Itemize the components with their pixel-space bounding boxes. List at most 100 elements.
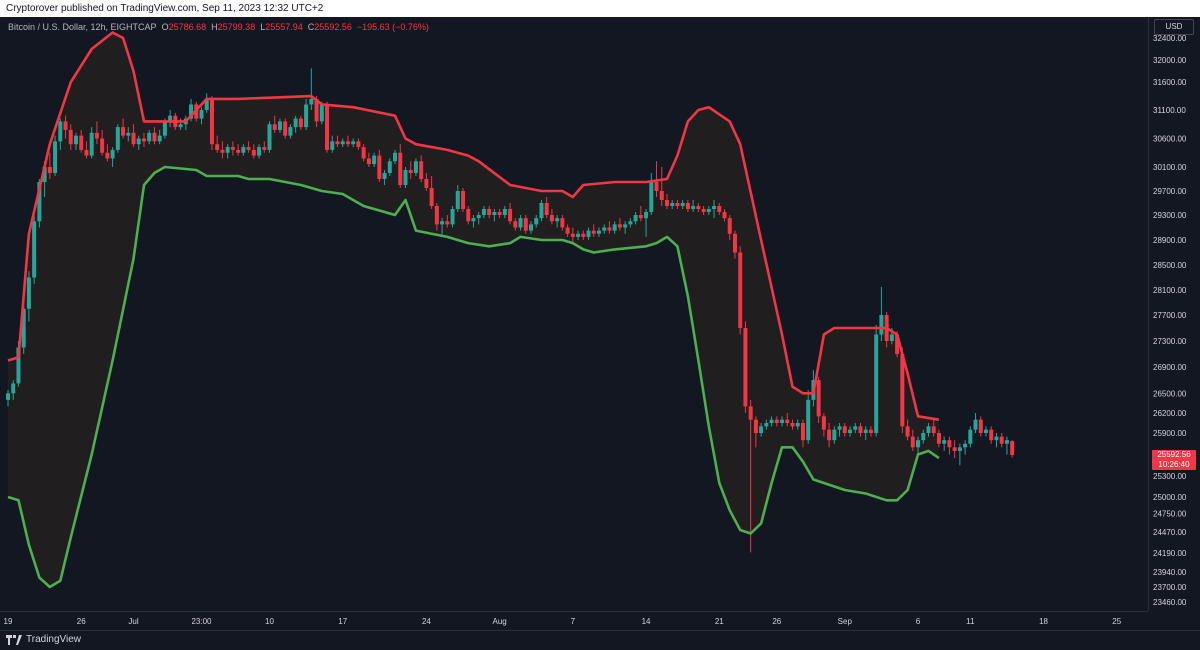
candle[interactable]	[79, 129, 84, 153]
candle[interactable]	[73, 132, 78, 150]
candle[interactable]	[257, 144, 262, 159]
candle[interactable]	[47, 152, 52, 179]
candle[interactable]	[529, 221, 533, 234]
candle[interactable]	[372, 152, 377, 167]
candle[interactable]	[712, 200, 717, 219]
candle[interactable]	[549, 209, 554, 225]
candle[interactable]	[732, 230, 737, 259]
candle[interactable]	[413, 158, 418, 176]
candle[interactable]	[455, 185, 460, 212]
candle[interactable]	[868, 426, 873, 437]
candle[interactable]	[84, 141, 89, 159]
candle[interactable]	[94, 121, 99, 145]
candle[interactable]	[931, 419, 936, 437]
candle[interactable]	[565, 224, 570, 237]
candle[interactable]	[649, 173, 654, 215]
candle[interactable]	[701, 206, 706, 215]
candle[interactable]	[685, 200, 690, 212]
candle[interactable]	[450, 206, 455, 228]
candle[interactable]	[335, 135, 340, 148]
candle[interactable]	[440, 218, 445, 237]
candle[interactable]	[508, 203, 513, 225]
tradingview-logo[interactable]: TradingView	[6, 634, 81, 645]
candle[interactable]	[936, 429, 941, 448]
candle[interactable]	[492, 209, 497, 222]
candle[interactable]	[345, 135, 350, 148]
candle[interactable]	[905, 419, 910, 441]
candle[interactable]	[63, 115, 68, 139]
candle[interactable]	[675, 200, 680, 209]
candle[interactable]	[800, 419, 805, 448]
candle[interactable]	[591, 224, 596, 237]
candle[interactable]	[340, 138, 345, 148]
candle[interactable]	[748, 399, 753, 553]
candle[interactable]	[973, 413, 978, 433]
candle[interactable]	[539, 200, 544, 222]
candle[interactable]	[659, 167, 664, 206]
candle[interactable]	[267, 121, 272, 153]
candle[interactable]	[147, 129, 152, 145]
candle[interactable]	[926, 423, 931, 437]
candle[interactable]	[670, 200, 675, 209]
candle[interactable]	[921, 429, 926, 444]
candle[interactable]	[523, 215, 528, 234]
candle[interactable]	[994, 433, 999, 448]
candle[interactable]	[989, 426, 994, 444]
candle[interactable]	[952, 440, 957, 459]
candle[interactable]	[842, 423, 847, 437]
candle[interactable]	[487, 206, 492, 219]
candle[interactable]	[769, 416, 774, 427]
candle[interactable]	[853, 423, 858, 433]
candle[interactable]	[429, 176, 434, 209]
candle[interactable]	[607, 221, 612, 234]
candle[interactable]	[225, 144, 230, 159]
candle[interactable]	[785, 413, 790, 427]
candle[interactable]	[544, 197, 549, 219]
candle[interactable]	[633, 212, 638, 225]
candle[interactable]	[461, 188, 466, 212]
candle[interactable]	[366, 152, 371, 167]
candle[interactable]	[157, 129, 162, 145]
candle[interactable]	[32, 215, 37, 284]
candle[interactable]	[220, 141, 225, 159]
candle[interactable]	[361, 144, 366, 162]
candle[interactable]	[874, 324, 879, 437]
candle[interactable]	[863, 426, 868, 441]
candle[interactable]	[999, 433, 1004, 448]
candle[interactable]	[518, 215, 523, 231]
candle[interactable]	[481, 206, 486, 219]
candle[interactable]	[581, 230, 586, 240]
candle[interactable]	[230, 141, 235, 156]
candle[interactable]	[978, 416, 983, 437]
candle[interactable]	[377, 149, 382, 182]
candle[interactable]	[121, 118, 126, 139]
candle[interactable]	[408, 161, 413, 179]
candle[interactable]	[298, 115, 303, 130]
candle[interactable]	[136, 135, 141, 150]
candle[interactable]	[141, 132, 146, 148]
candle[interactable]	[555, 215, 560, 228]
candle[interactable]	[570, 227, 575, 244]
candle[interactable]	[617, 218, 622, 231]
candle[interactable]	[764, 419, 769, 430]
candle[interactable]	[110, 147, 115, 167]
candle[interactable]	[654, 161, 659, 197]
candle[interactable]	[199, 107, 204, 125]
candle[interactable]	[984, 426, 989, 437]
candle[interactable]	[236, 144, 241, 156]
candle[interactable]	[1010, 440, 1015, 458]
candle[interactable]	[513, 218, 518, 231]
lower-band-line[interactable]	[7, 165, 940, 589]
price-axis[interactable]: 32400.00 32000.00 31600.00 31100.00 30600.00…	[1148, 17, 1200, 611]
candle[interactable]	[900, 347, 905, 434]
candle[interactable]	[638, 206, 643, 222]
candle[interactable]	[168, 110, 173, 128]
candle[interactable]	[821, 413, 826, 437]
candle[interactable]	[398, 144, 403, 188]
candle[interactable]	[204, 93, 209, 113]
candle[interactable]	[612, 221, 617, 234]
candle[interactable]	[827, 423, 832, 448]
currency-button[interactable]: USD	[1154, 19, 1194, 35]
upper-band-line[interactable]	[7, 31, 940, 421]
candle[interactable]	[89, 127, 94, 159]
